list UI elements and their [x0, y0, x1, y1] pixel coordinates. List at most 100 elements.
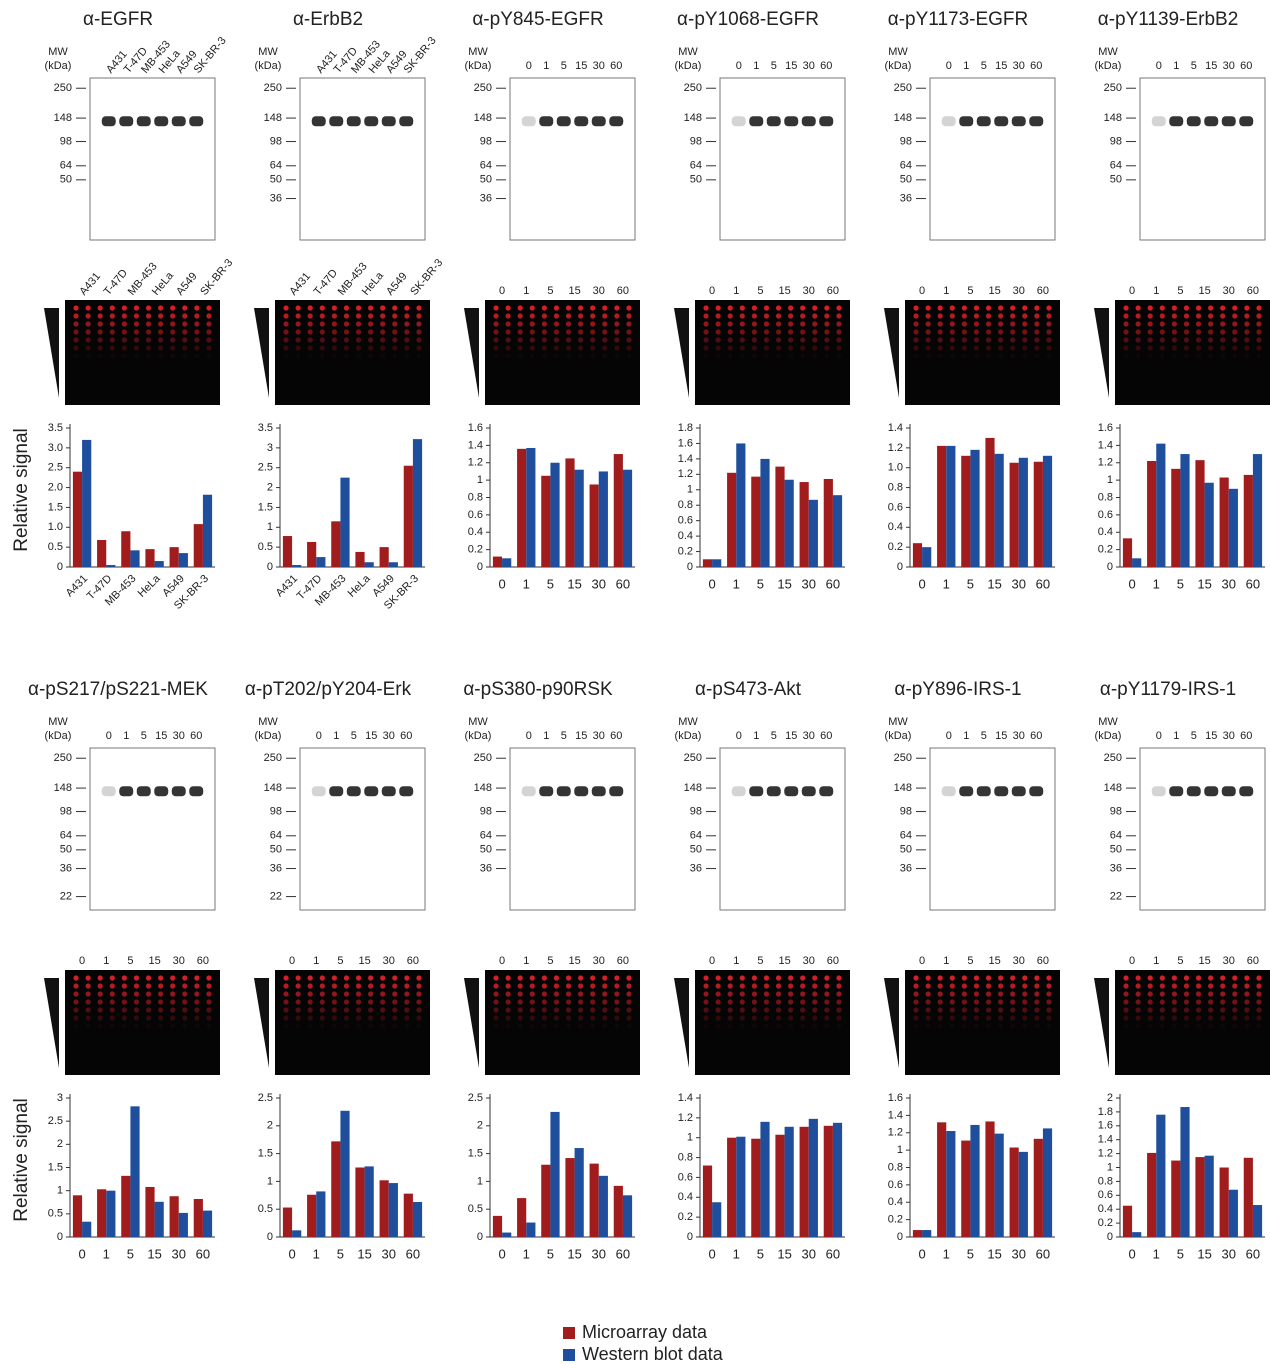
- array-dot: [146, 305, 151, 310]
- bar: [727, 473, 736, 567]
- array-dot: [134, 1015, 139, 1020]
- array-dot: [344, 1015, 349, 1020]
- bar: [1010, 463, 1019, 567]
- array-dot: [146, 313, 151, 318]
- array-dot: [776, 329, 781, 334]
- array-dot: [703, 1007, 708, 1012]
- array-dot: [320, 329, 325, 334]
- array-dot: [913, 313, 918, 318]
- array-dot: [332, 999, 337, 1004]
- array-lane-label: 5: [547, 285, 553, 297]
- bar: [1244, 475, 1253, 567]
- blot-lane-label: 5: [1191, 730, 1197, 742]
- array-dot: [716, 337, 721, 342]
- array-dot: [98, 321, 103, 326]
- array-dot: [1172, 983, 1177, 988]
- array-dot: [134, 313, 139, 318]
- x-tick-label: 5: [337, 1246, 344, 1261]
- array-dot: [380, 1015, 385, 1020]
- x-tick-label: 60: [616, 576, 630, 591]
- blot-lane-label: 1: [543, 730, 549, 742]
- bar: [493, 1216, 502, 1237]
- array-dot: [913, 329, 918, 334]
- y-tick-label: 0.4: [1098, 1203, 1113, 1215]
- array-dot: [98, 353, 103, 358]
- array-dot: [614, 991, 619, 996]
- y-tick-label: 1.6: [468, 422, 483, 434]
- mw-marker-label: 64: [690, 830, 702, 842]
- y-tick-label: 1.8: [1098, 1106, 1113, 1118]
- array-dot: [332, 337, 337, 342]
- array-dot: [812, 999, 817, 1004]
- mw-marker-label: 148: [474, 782, 492, 794]
- array-dot: [296, 345, 301, 350]
- y-tick-label: 1.6: [888, 1092, 903, 1104]
- array-dot: [1160, 313, 1165, 318]
- x-tick-label: 5: [547, 576, 554, 591]
- array-dot: [404, 321, 409, 326]
- y-tick-label: 0.2: [1098, 544, 1113, 556]
- array-dot: [728, 337, 733, 342]
- blot-band: [609, 116, 623, 126]
- y-tick-label: 0: [267, 1231, 273, 1243]
- bar: [1171, 469, 1180, 567]
- mw-marker-label: 148: [894, 782, 912, 794]
- mw-marker-label: 64: [1110, 160, 1122, 172]
- blot-lane-label: 30: [593, 730, 605, 742]
- y-tick-label: 1: [1107, 474, 1113, 486]
- array-dot: [170, 1023, 175, 1028]
- array-dot: [344, 345, 349, 350]
- array-dot: [590, 983, 595, 988]
- mw-marker-label: 64: [60, 830, 72, 842]
- array-dot: [182, 337, 187, 342]
- array-dot: [614, 305, 619, 310]
- blot-band: [154, 786, 168, 796]
- y-tick-label: 1.2: [468, 457, 483, 469]
- array-dot: [824, 313, 829, 318]
- array-dot: [950, 1015, 955, 1020]
- bar: [809, 1119, 818, 1237]
- array-dot: [1010, 329, 1015, 334]
- array-dot: [356, 983, 361, 988]
- bar: [785, 480, 794, 567]
- array-dot: [626, 1007, 631, 1012]
- blot-lane-label: 60: [1240, 730, 1252, 742]
- array-dot: [1123, 975, 1128, 980]
- array-dot: [392, 991, 397, 996]
- y-tick-label: 1.6: [1098, 1120, 1113, 1132]
- array-dot: [938, 983, 943, 988]
- array-dot: [554, 353, 559, 358]
- mw-marker-label: 36: [270, 192, 282, 204]
- array-dot: [1232, 999, 1237, 1004]
- array-dot: [1010, 1023, 1015, 1028]
- array-lane-label: 1: [943, 955, 949, 967]
- array-dot: [554, 329, 559, 334]
- mw-marker-label: 148: [684, 782, 702, 794]
- array-dot: [320, 1023, 325, 1028]
- x-tick-label: 15: [987, 1246, 1001, 1261]
- array-dot: [332, 345, 337, 350]
- blot-band: [539, 116, 553, 126]
- array-dot: [1208, 353, 1213, 358]
- array-dot: [962, 1007, 967, 1012]
- array-dot: [170, 975, 175, 980]
- array-dot: [158, 1007, 163, 1012]
- mw-marker-label: 148: [1104, 782, 1122, 794]
- array-dot: [1148, 975, 1153, 980]
- blot-lane-label: 15: [1205, 60, 1217, 72]
- bar: [121, 531, 130, 567]
- bar: [82, 1222, 91, 1237]
- array-dot: [356, 337, 361, 342]
- figure: α-EGFRMW(kDa)250148986450A431T-47DMB-453…: [0, 0, 1270, 1365]
- blot-band: [819, 116, 833, 126]
- array-dot: [913, 999, 918, 1004]
- blot-band: [1187, 116, 1201, 126]
- array-dot: [182, 1007, 187, 1012]
- array-dot: [998, 1007, 1003, 1012]
- mw-label: MW: [678, 46, 698, 58]
- array-dot: [626, 983, 631, 988]
- blot-band: [137, 786, 151, 796]
- blot-lane-label: 60: [610, 60, 622, 72]
- blot-band: [959, 116, 973, 126]
- array-dot: [1256, 337, 1261, 342]
